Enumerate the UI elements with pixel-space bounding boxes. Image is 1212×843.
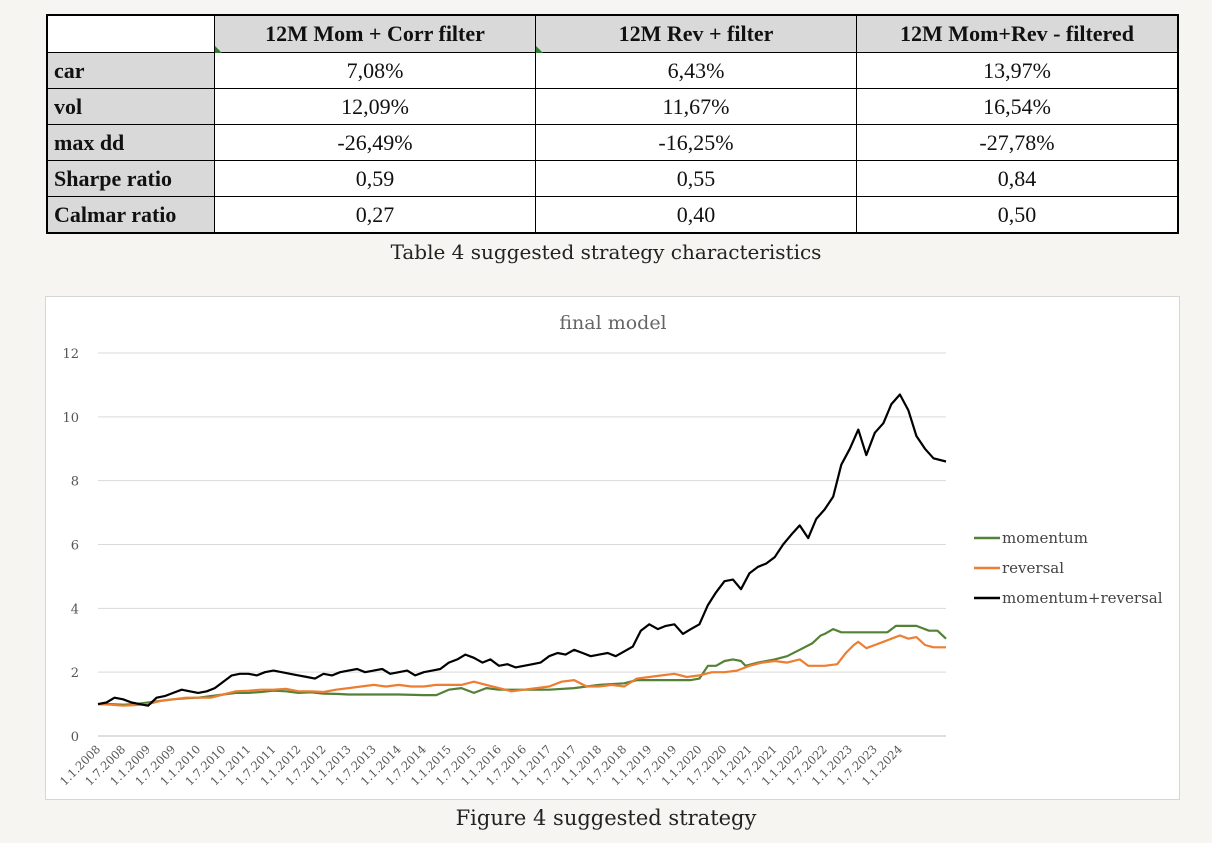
strategy-characteristics-table: 12M Mom + Corr filter 12M Rev + filter 1… <box>46 14 1179 234</box>
y-tick-label: 6 <box>71 539 79 554</box>
series-line-reversal <box>97 634 946 707</box>
figure-caption: Figure 4 suggested strategy <box>455 806 757 830</box>
series-line-momentum-plus-reversal <box>97 393 947 707</box>
y-tick-label: 0 <box>71 730 79 745</box>
row-label: max dd <box>46 124 215 161</box>
y-tick-label: 4 <box>71 602 79 617</box>
table-caption: Table 4 suggested strategy characteristi… <box>390 240 822 264</box>
table-cell: -26,49% <box>214 124 536 161</box>
table-cell: 6,43% <box>535 52 857 89</box>
table-cell: 7,08% <box>214 52 536 89</box>
legend-label: momentum+reversal <box>1002 589 1163 607</box>
table-corner-cell <box>46 14 215 53</box>
table-cell: 0,50 <box>856 196 1179 234</box>
row-label: vol <box>46 88 215 125</box>
column-header-label: 12M Mom + Corr filter <box>265 21 485 46</box>
column-header: 12M Rev + filter <box>535 14 857 53</box>
chart-area: final model 0 2 4 6 8 10 12 1.1.2008 1.7.2008 1.1.… <box>45 296 1180 800</box>
table-header-row: 12M Mom + Corr filter 12M Rev + filter 1… <box>46 14 1179 53</box>
column-header: 12M Mom + Corr filter <box>214 14 536 53</box>
table-cell: 12,09% <box>214 88 536 125</box>
column-header-label: 12M Rev + filter <box>618 21 774 46</box>
row-label: Calmar ratio <box>46 196 215 234</box>
table-row: max dd -26,49% -16,25% -27,78% <box>46 124 1179 161</box>
legend-label: momentum <box>1002 529 1088 547</box>
table-cell: -27,78% <box>856 124 1179 161</box>
table-cell: 13,97% <box>856 52 1179 89</box>
table-cell: 11,67% <box>535 88 857 125</box>
y-tick-label: 10 <box>62 411 79 426</box>
y-tick-label: 12 <box>62 347 79 362</box>
error-indicator-icon <box>215 46 222 53</box>
table-cell: 0,55 <box>535 160 857 197</box>
table-cell: -16,25% <box>535 124 857 161</box>
table-cell: 0,84 <box>856 160 1179 197</box>
y-tick-label: 8 <box>71 475 79 490</box>
chart-title: final model <box>559 312 666 334</box>
column-header-label: 12M Mom+Rev - filtered <box>900 21 1134 46</box>
table-cell: 0,40 <box>535 196 857 234</box>
error-indicator-icon <box>536 46 543 53</box>
legend-label: reversal <box>1002 559 1064 577</box>
column-header: 12M Mom+Rev - filtered <box>856 14 1179 53</box>
table-row: Calmar ratio 0,27 0,40 0,50 <box>46 196 1179 234</box>
table-cell: 0,27 <box>214 196 536 234</box>
table-row: Sharpe ratio 0,59 0,55 0,84 <box>46 160 1179 197</box>
table-row: car 7,08% 6,43% 13,97% <box>46 52 1179 89</box>
row-label: Sharpe ratio <box>46 160 215 197</box>
table-row: vol 12,09% 11,67% 16,54% <box>46 88 1179 125</box>
table-cell: 0,59 <box>214 160 536 197</box>
line-chart: final model0246810121.1.20081.7.20081.1.… <box>57 312 1163 788</box>
table-cell: 16,54% <box>856 88 1179 125</box>
row-label: car <box>46 52 215 89</box>
y-tick-label: 2 <box>71 666 79 681</box>
